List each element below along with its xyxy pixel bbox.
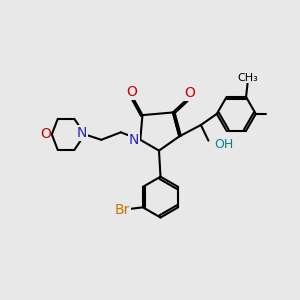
Text: Br: Br xyxy=(115,203,130,217)
Text: OH: OH xyxy=(214,138,233,151)
Text: O: O xyxy=(40,128,51,141)
Text: O: O xyxy=(127,85,137,99)
Text: O: O xyxy=(184,86,195,100)
Text: N: N xyxy=(76,126,87,140)
Text: CH₃: CH₃ xyxy=(238,73,259,82)
Text: N: N xyxy=(128,133,139,147)
